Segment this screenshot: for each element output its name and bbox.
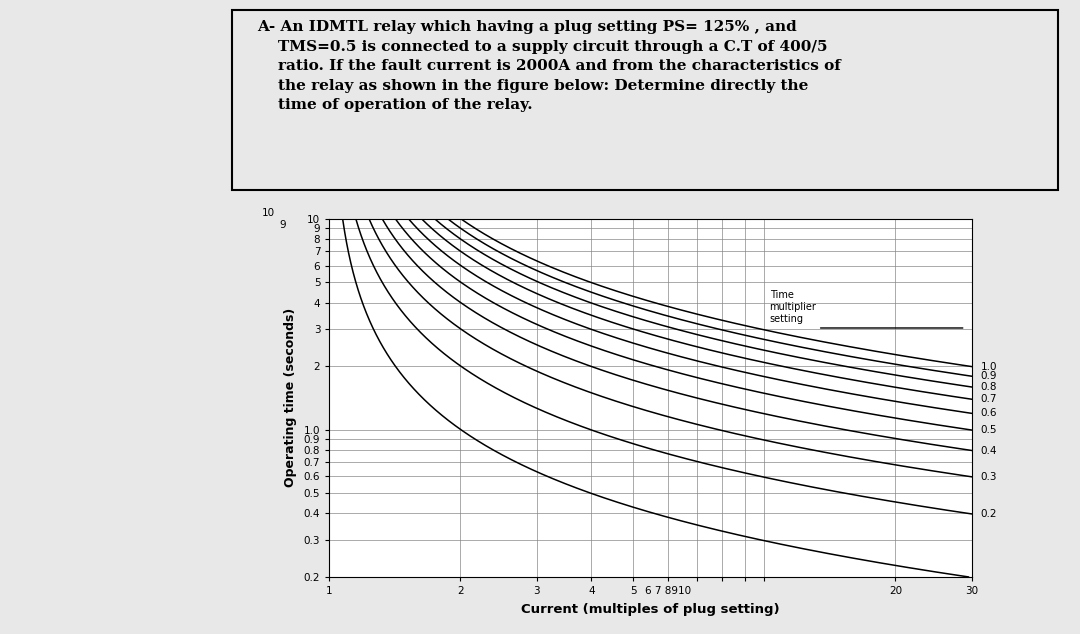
Text: 0.2: 0.2 bbox=[981, 509, 997, 519]
Text: 0.6: 0.6 bbox=[981, 408, 997, 418]
Text: A- An IDMTL relay which having a plug setting PS= 125% , and
    TMS=0.5 is conn: A- An IDMTL relay which having a plug se… bbox=[257, 20, 841, 112]
Text: 0.5: 0.5 bbox=[981, 425, 997, 435]
Y-axis label: Operating time (seconds): Operating time (seconds) bbox=[284, 308, 297, 488]
Text: 10: 10 bbox=[261, 208, 274, 217]
Text: 0.3: 0.3 bbox=[981, 472, 997, 482]
Text: 0.9: 0.9 bbox=[981, 372, 997, 381]
Text: 1.0: 1.0 bbox=[981, 361, 997, 372]
Text: Time
multiplier
setting: Time multiplier setting bbox=[770, 290, 816, 323]
X-axis label: Current (multiples of plug setting): Current (multiples of plug setting) bbox=[522, 603, 780, 616]
Text: 0.4: 0.4 bbox=[981, 446, 997, 455]
Text: 0.7: 0.7 bbox=[981, 394, 997, 404]
Text: 9: 9 bbox=[279, 220, 286, 230]
Text: 0.8: 0.8 bbox=[981, 382, 997, 392]
